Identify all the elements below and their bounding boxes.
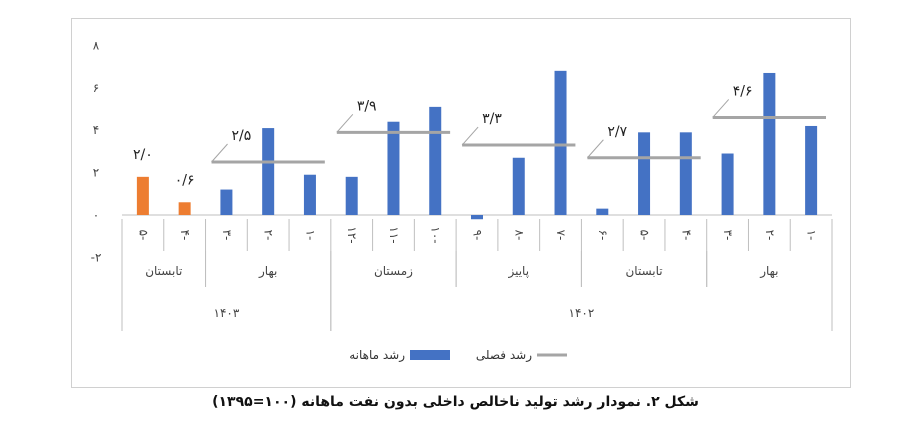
season-label: زمستان <box>374 264 413 279</box>
seasonal-growth-label: ۴/۶ <box>733 83 753 99</box>
legend: رشد فصلی رشد ماهانه <box>349 348 567 363</box>
bar-month-5 <box>638 132 651 215</box>
y-tick-label: ۴ <box>93 123 99 137</box>
year-label: ۱۴۰۲ <box>569 306 595 320</box>
seasonal-growth-label: ۲/۵ <box>232 128 252 144</box>
bars-group <box>136 70 818 220</box>
bar-month-1 <box>805 125 818 215</box>
bar-month-9 <box>471 215 483 220</box>
growth-chart: -۲ ۰ ۲ ۴ ۶ ۸ ۴/۶ ۲/۷ ۳/۳ ۳/۹ ۲/۵ ۰/۶ ۲/۰ ۱- ۲- ۳- ۴- ۵-… <box>91 38 833 363</box>
seasonal-label-leader <box>461 126 479 146</box>
y-tick-label: ۶ <box>93 81 99 95</box>
month-label: ۷- <box>554 230 568 241</box>
bar-month-3 <box>721 153 734 215</box>
bar-month-12 <box>345 176 358 215</box>
month-label: ۱- <box>805 230 819 241</box>
month-label: ۱۲- <box>345 226 359 243</box>
legend-bar-swatch <box>410 350 450 360</box>
year-label: ۱۴۰۳ <box>214 306 240 320</box>
legend-monthly-growth: رشد ماهانه <box>349 348 405 363</box>
chart-frame: -۲ ۰ ۲ ۴ ۶ ۸ ۴/۶ ۲/۷ ۳/۳ ۳/۹ ۲/۵ ۰/۶ ۲/۰ ۱- ۲- ۳- ۴- ۵-… <box>71 18 851 388</box>
month-label: ۶- <box>596 230 610 241</box>
data-labels-group: ۴/۶ ۲/۷ ۳/۳ ۳/۹ ۲/۵ ۰/۶ ۲/۰ <box>133 83 752 188</box>
seasonal-label-leader <box>587 139 604 159</box>
y-tick-label: ۰ <box>93 208 99 222</box>
bar-month-4 <box>679 132 692 215</box>
bar-month-13 <box>303 174 316 215</box>
bar-month-7 <box>554 70 567 215</box>
bar-month-17 <box>136 176 149 215</box>
month-label: ۴- <box>679 230 693 241</box>
bar-month-2 <box>763 72 776 216</box>
seasonal-lines-group <box>211 99 826 164</box>
month-label: ۵- <box>638 230 652 241</box>
bar-month-15 <box>220 189 233 215</box>
axis-group: -۲ ۰ ۲ ۴ ۶ ۸ <box>91 38 832 264</box>
y-tick-label: -۲ <box>91 250 102 264</box>
bar-month-11 <box>387 121 400 215</box>
category-axis-group: ۱- ۲- ۳- ۴- ۵- ۶- ۷- ۸- ۹- ۱۰- ۱۱- ۱۲- ۱- ۲- ۳- ۴- ۵- بها… <box>121 219 833 331</box>
legend-seasonal-growth: رشد فصلی <box>476 348 532 363</box>
season-label: پاییز <box>507 264 529 279</box>
season-label: بهار <box>759 264 778 279</box>
month-label: ۱- <box>303 230 317 241</box>
seasonal-label-leader <box>211 143 228 163</box>
highlight-bar-label: ۰/۶ <box>175 172 195 188</box>
seasonal-growth-label: ۳/۳ <box>482 111 502 127</box>
month-label: ۳- <box>721 230 735 241</box>
month-label: ۴- <box>178 230 192 241</box>
seasonal-growth-label: ۲/۷ <box>607 124 627 140</box>
bar-month-8 <box>512 157 525 215</box>
y-tick-label: ۸ <box>93 38 100 52</box>
figure-caption: شکل ۲. نمودار رشد تولید ناخالص داخلی بدو… <box>212 394 699 410</box>
seasonal-label-leader <box>712 99 730 118</box>
month-label: ۲- <box>262 230 276 241</box>
month-label: ۹- <box>471 230 485 241</box>
month-label: ۱۰- <box>429 226 443 243</box>
season-label: تابستان <box>145 264 182 278</box>
bar-month-10 <box>429 106 442 215</box>
month-label: ۲- <box>763 230 777 241</box>
bar-month-6 <box>596 208 609 215</box>
seasonal-growth-label: ۳/۹ <box>357 98 377 114</box>
month-label: ۸- <box>512 230 526 241</box>
bar-month-14 <box>262 128 275 215</box>
season-label: بهار <box>258 264 277 279</box>
y-tick-label: ۲ <box>93 166 99 180</box>
month-label: ۵- <box>136 230 150 241</box>
season-label: تابستان <box>625 264 662 278</box>
seasonal-label-leader <box>336 113 354 133</box>
month-label: ۳- <box>220 230 234 241</box>
highlight-bar-label: ۲/۰ <box>133 147 153 163</box>
bar-month-16 <box>178 202 191 215</box>
month-label: ۱۱- <box>387 226 401 243</box>
